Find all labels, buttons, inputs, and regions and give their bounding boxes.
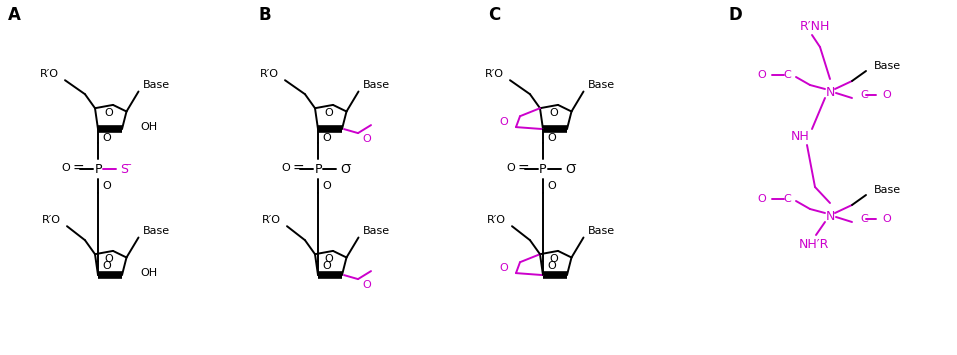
Text: R′O: R′O xyxy=(40,69,59,79)
Text: O: O xyxy=(362,134,370,144)
Text: NH′R: NH′R xyxy=(799,239,829,251)
Text: O: O xyxy=(102,261,111,271)
Text: R′O: R′O xyxy=(485,69,504,79)
Text: O: O xyxy=(506,163,515,173)
Text: =: = xyxy=(292,162,303,176)
Text: R′O: R′O xyxy=(260,69,279,79)
Text: O: O xyxy=(102,133,111,143)
Text: O: O xyxy=(500,263,508,273)
Text: C: C xyxy=(860,90,868,100)
Text: R′NH: R′NH xyxy=(800,21,831,33)
Text: Base: Base xyxy=(588,226,614,236)
Text: D: D xyxy=(728,6,742,24)
Text: S: S xyxy=(120,163,128,176)
Text: Base: Base xyxy=(143,226,169,236)
Text: OH: OH xyxy=(140,268,157,278)
Text: P: P xyxy=(539,163,546,176)
Text: O: O xyxy=(500,117,508,127)
Text: R′O: R′O xyxy=(42,215,61,225)
Text: O: O xyxy=(882,214,891,224)
Text: A: A xyxy=(8,6,21,24)
Text: =: = xyxy=(517,162,529,176)
Text: O: O xyxy=(61,163,70,173)
Text: O: O xyxy=(322,133,331,143)
Text: OH: OH xyxy=(140,122,157,132)
Text: O: O xyxy=(281,163,290,173)
Text: −: − xyxy=(124,160,132,170)
Text: O: O xyxy=(322,181,331,191)
Text: Base: Base xyxy=(874,61,901,71)
Text: N: N xyxy=(825,87,835,99)
Text: C: C xyxy=(488,6,501,24)
Text: NH: NH xyxy=(791,131,810,143)
Text: O: O xyxy=(322,261,331,271)
Text: N: N xyxy=(825,211,835,224)
Text: O: O xyxy=(547,133,556,143)
Text: P: P xyxy=(314,163,322,176)
Text: O: O xyxy=(882,90,891,100)
Text: O: O xyxy=(547,261,556,271)
Text: Base: Base xyxy=(588,81,614,91)
Text: O: O xyxy=(547,181,556,191)
Text: O: O xyxy=(104,108,113,118)
Text: R′O: R′O xyxy=(487,215,506,225)
Text: O: O xyxy=(549,108,558,118)
Text: =: = xyxy=(72,162,84,176)
Text: −: − xyxy=(344,160,352,170)
Text: O: O xyxy=(362,280,370,290)
Text: C: C xyxy=(783,70,791,80)
Text: P: P xyxy=(94,163,101,176)
Text: C: C xyxy=(860,214,868,224)
Text: C: C xyxy=(783,194,791,204)
Text: O: O xyxy=(757,70,766,80)
Text: O: O xyxy=(102,181,111,191)
Text: O: O xyxy=(565,163,575,176)
Text: R′O: R′O xyxy=(262,215,281,225)
Text: O: O xyxy=(104,253,113,264)
Text: O: O xyxy=(757,194,766,204)
Text: Base: Base xyxy=(363,81,389,91)
Text: Base: Base xyxy=(874,185,901,195)
Text: Base: Base xyxy=(143,81,169,91)
Text: O: O xyxy=(340,163,350,176)
Text: O: O xyxy=(324,253,333,264)
Text: Base: Base xyxy=(363,226,389,236)
Text: O: O xyxy=(324,108,333,118)
Text: B: B xyxy=(258,6,271,24)
Text: O: O xyxy=(549,253,558,264)
Text: −: − xyxy=(569,160,577,170)
